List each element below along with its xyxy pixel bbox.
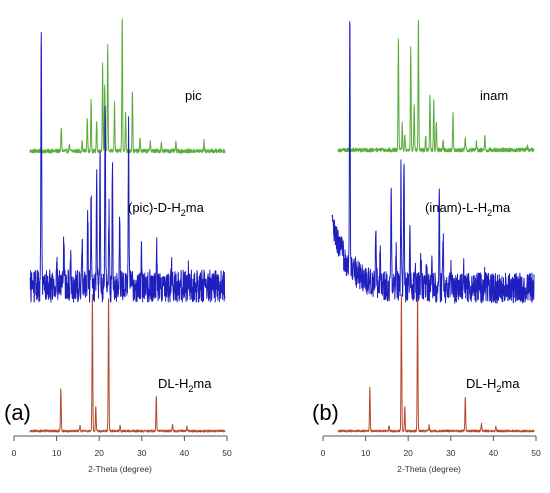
label-pic: pic (185, 88, 202, 103)
trace-dl-h2ma (337, 294, 535, 433)
x-tick-label-30: 30 (446, 448, 456, 458)
panel-b: inam (inam)-L-H2ma DL-H2ma (b) 0 10 20 30 40… (312, 19, 541, 474)
panel-a: pic (pic)-D-H2ma DL-H2ma (a) 0 10 20 30 40 50… (4, 18, 232, 474)
x-tick-label-50: 50 (222, 448, 232, 458)
x-ticks-a: 0 10 20 30 40 50 (12, 436, 232, 458)
traces-a (29, 18, 226, 433)
trace-pic (29, 18, 226, 154)
panel-label-b: (b) (312, 400, 339, 425)
x-tick-label-20: 20 (403, 448, 413, 458)
x-tick-label-0: 0 (12, 448, 17, 458)
x-tick-label-30: 30 (137, 448, 147, 458)
x-tick-label-10: 10 (52, 448, 62, 458)
trace-inam (337, 19, 535, 153)
x-tick-label-0: 0 (321, 448, 326, 458)
trace-label-b0: inam (480, 88, 508, 103)
trace-label-a0: pic (185, 88, 202, 103)
label-pic-d-h2ma: (pic)-D-H2ma (128, 200, 205, 218)
trace-label-b2: DL-H2ma (466, 376, 520, 394)
trace-label-b1: (inam)-L-H2ma (425, 200, 511, 218)
x-ticks-b: 0 10 20 30 40 50 (321, 436, 541, 458)
trace-label-a1: (pic)-D-H2ma (128, 200, 205, 218)
label-dl-h2ma-a: DL-H2ma (158, 376, 212, 394)
label-dl-h2ma-b: DL-H2ma (466, 376, 520, 394)
trace--pic-d-h2ma (29, 31, 226, 303)
trace--inam-l-h2ma (331, 21, 535, 304)
label-inam-l-h2ma: (inam)-L-H2ma (425, 200, 511, 218)
x-tick-label-40: 40 (180, 448, 190, 458)
x-tick-label-20: 20 (94, 448, 104, 458)
trace-dl-h2ma (29, 293, 226, 433)
panel-label-a: (a) (4, 400, 31, 425)
trace-label-a2: DL-H2ma (158, 376, 212, 394)
x-tick-label-10: 10 (361, 448, 371, 458)
traces-b (331, 19, 535, 433)
x-axis-title-a: 2-Theta (degree) (88, 464, 152, 474)
x-tick-label-40: 40 (489, 448, 499, 458)
x-tick-label-50: 50 (531, 448, 541, 458)
label-inam: inam (480, 88, 508, 103)
x-axis-title-b: 2-Theta (degree) (397, 464, 461, 474)
